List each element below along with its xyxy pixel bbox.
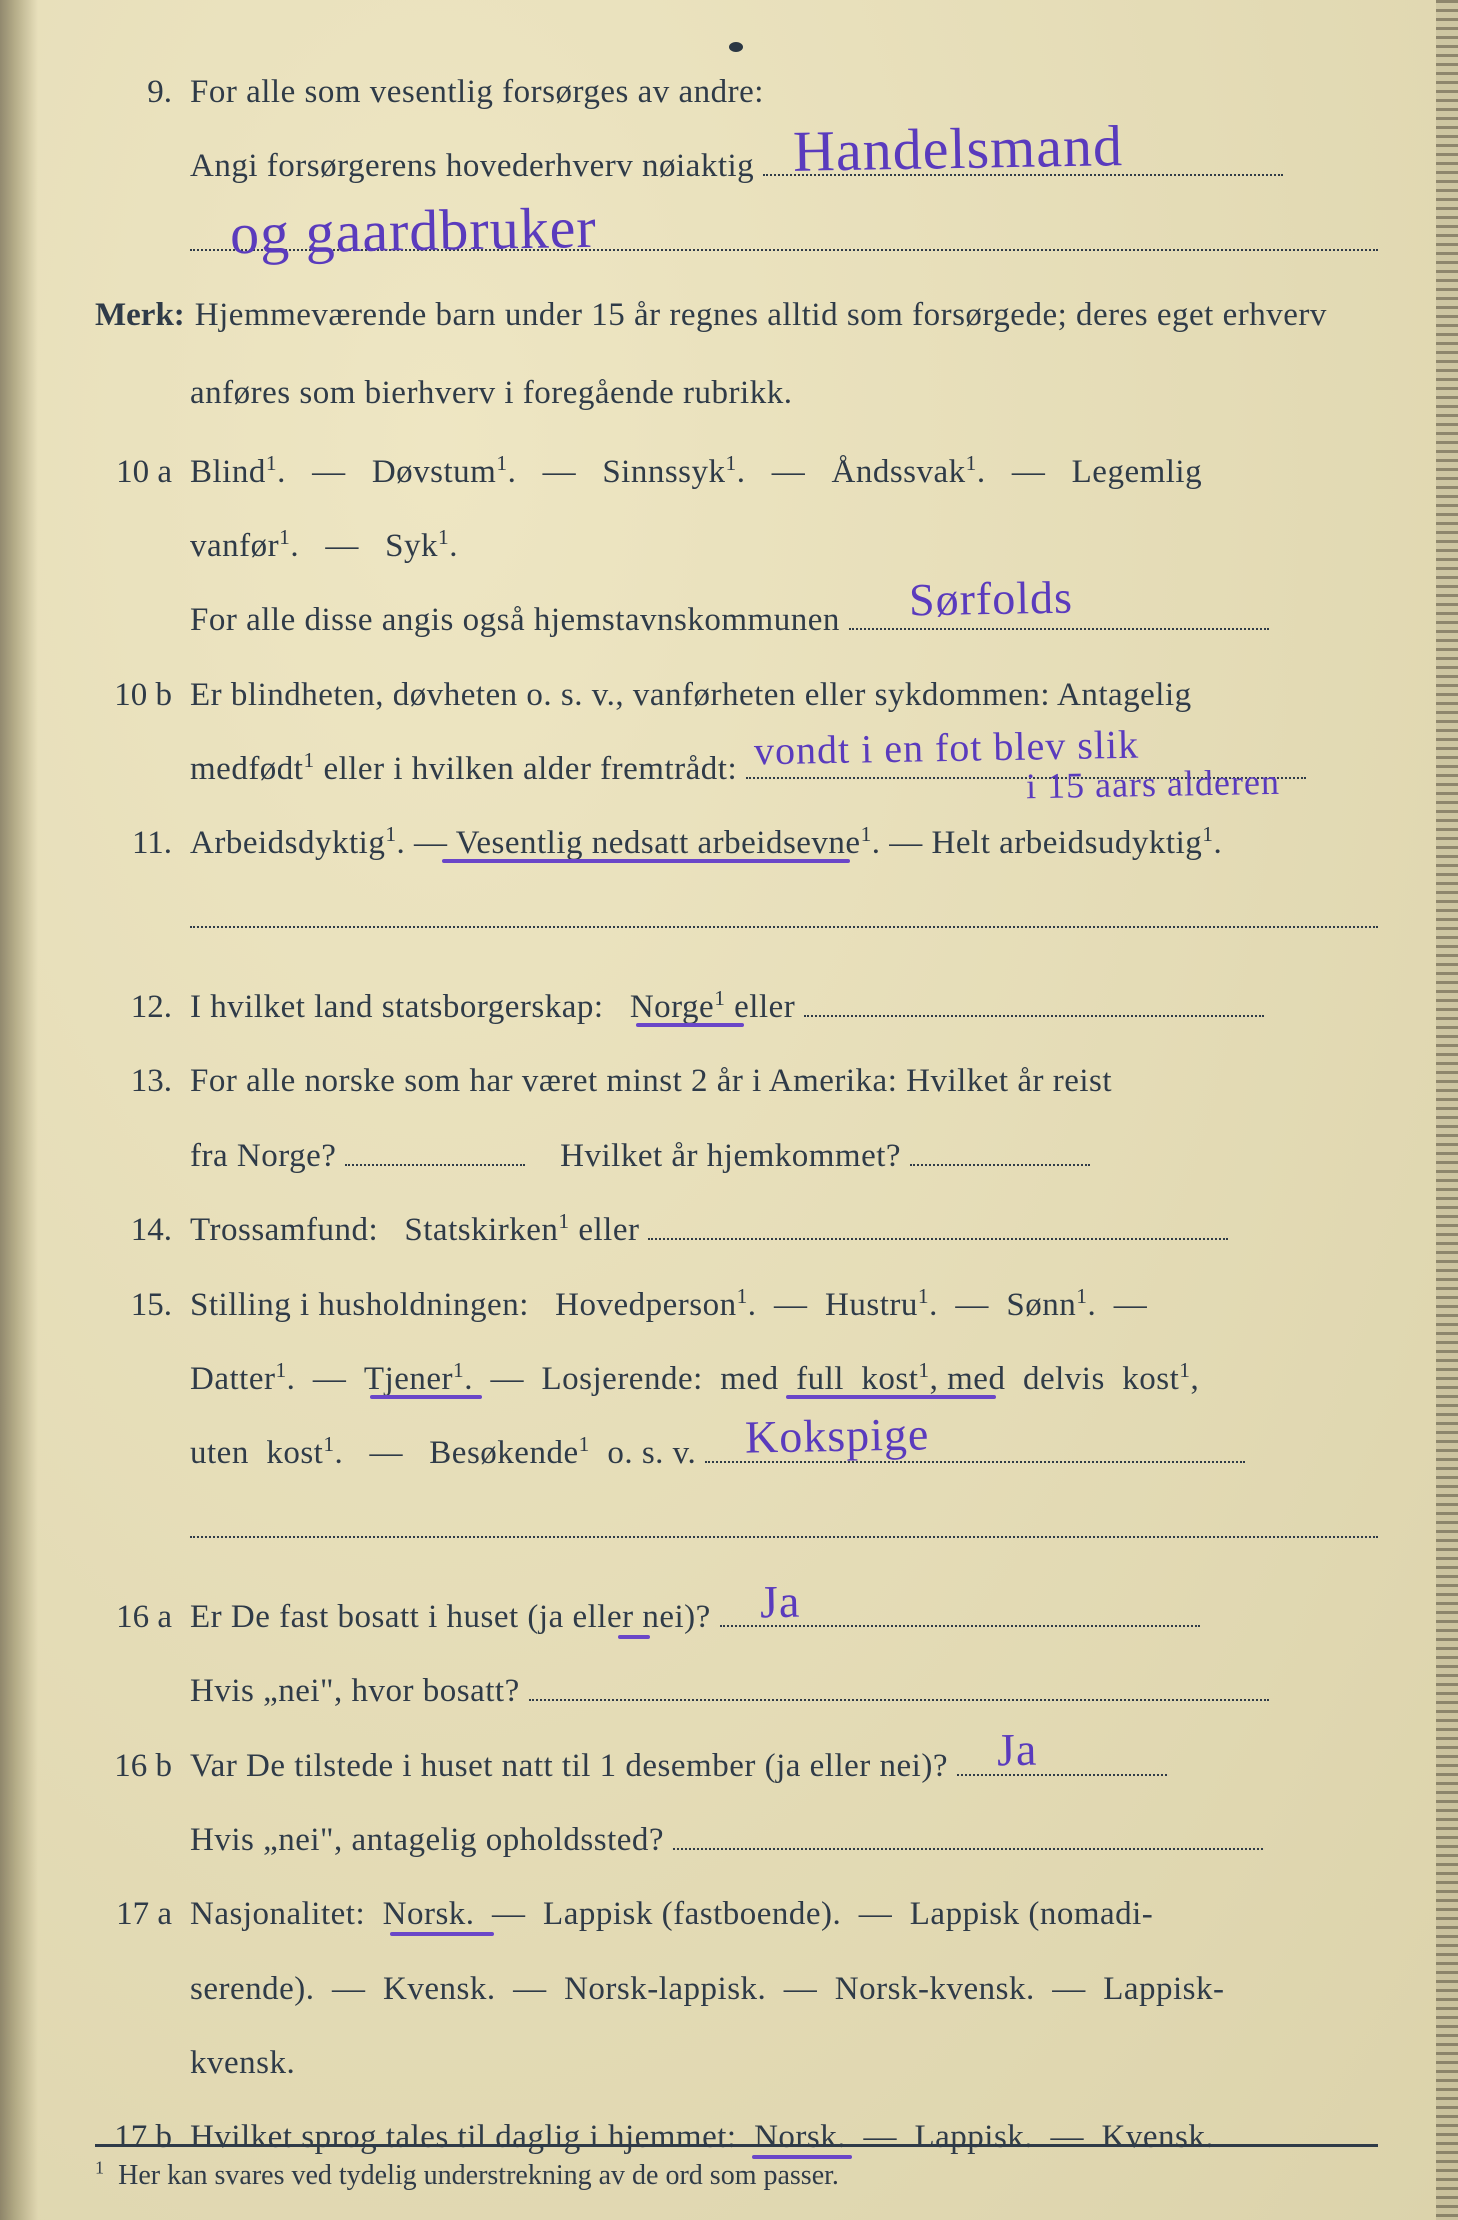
q10a-blank: Sørfolds	[849, 594, 1269, 630]
q9-number: 9.	[95, 74, 190, 111]
q15-number: 15.	[95, 1287, 190, 1324]
underline-tjener	[370, 1395, 482, 1399]
footnote-rule: 1 Her kan svares ved tydelig understrekn…	[95, 2144, 1378, 2191]
q10b-blank: vondt i en fot blev slik i 15 aars alder…	[746, 743, 1306, 779]
q12-blank	[804, 981, 1264, 1017]
q9-row3: og gaardbruker	[95, 209, 1378, 273]
q12-number: 12.	[95, 989, 190, 1026]
q16a-blank2	[529, 1665, 1269, 1701]
q16b-row2: Hvis „nei", antagelig opholdssted?	[95, 1808, 1378, 1872]
q15-row2: Datter1. — Tjener1. — Losjerende: med fu…	[95, 1347, 1378, 1411]
underline-q11	[442, 859, 850, 863]
q11-blankrow	[95, 886, 1378, 950]
underline-norsk17a	[390, 1932, 494, 1936]
q13-text1: For alle norske som har været minst 2 år…	[190, 1049, 1378, 1113]
footnote-text: 1 Her kan svares ved tydelig understrekn…	[95, 2160, 839, 2191]
q9-blank2: og gaardbruker	[190, 214, 1378, 250]
q15-blank: Kokspige	[705, 1427, 1245, 1463]
underline-ja16a	[618, 1635, 650, 1639]
q17a-text1: Nasjonalitet: Norsk. — Lappisk (fastboen…	[190, 1882, 1378, 1946]
q10a-row1: 10 a Blind1. — Døvstum1. — Sinnssyk1. — …	[95, 440, 1378, 504]
q11-number: 11.	[95, 825, 190, 862]
q17a-number: 17 a	[95, 1896, 190, 1933]
q13-blank1	[345, 1130, 525, 1166]
hand-q16a: Ja	[759, 1556, 801, 1646]
q17a-text2: serende). — Kvensk. — Norsk-lappisk. — N…	[190, 1957, 1378, 2021]
binding-shadow	[0, 0, 38, 2220]
q15-row1: 15. Stilling i husholdningen: Hovedperso…	[95, 1273, 1378, 1337]
ink-spot	[729, 42, 743, 52]
hand-q9-1: Handelsmand	[792, 89, 1124, 208]
underline-q12	[636, 1023, 744, 1027]
q13-number: 13.	[95, 1063, 190, 1100]
q10a-pre: For alle disse angis også hjemstavnskomm…	[190, 602, 840, 638]
q14-blank	[648, 1204, 1228, 1240]
hand-q10a: Sørfolds	[908, 553, 1073, 646]
q16a-row2: Hvis „nei", hvor bosatt?	[95, 1659, 1378, 1723]
q14-number: 14.	[95, 1212, 190, 1249]
merk-text2: anføres som bierhverv i foregående rubri…	[190, 361, 1378, 425]
q13-a: fra Norge?	[190, 1138, 336, 1174]
q17a-row1: 17 a Nasjonalitet: Norsk. — Lappisk (fas…	[95, 1882, 1378, 1946]
q15-blankrow	[95, 1496, 1378, 1560]
q10b-row2: medfødt1 eller i hvilken alder fremtrådt…	[95, 737, 1378, 801]
q13-b: Hvilket år hjemkommet?	[560, 1138, 901, 1174]
hand-q10b-2: i 15 aars alderen	[1025, 747, 1280, 822]
q13-blank2	[910, 1130, 1090, 1166]
census-form-page: 9. For alle som vesentlig forsørges av a…	[0, 0, 1458, 2220]
q10b-row1: 10 b Er blindheten, døvheten o. s. v., v…	[95, 663, 1378, 727]
q16b-blank2	[673, 1814, 1263, 1850]
q16a-pre2: Hvis „nei", hvor bosatt?	[190, 1673, 520, 1709]
q9-blank1: Handelsmand	[763, 140, 1283, 176]
q11-row: 11. Arbeidsdyktig1. — Vesentlig nedsatt …	[95, 811, 1378, 875]
merk-row2: anføres som bierhverv i foregående rubri…	[95, 361, 1378, 429]
q14-row: 14. Trossamfund: Statskirken1 eller	[95, 1198, 1378, 1262]
q16b-pre2: Hvis „nei", antagelig opholdssted?	[190, 1822, 664, 1858]
hand-q16b: Ja	[996, 1705, 1038, 1795]
merk-label: Merk:	[95, 297, 195, 334]
q15-row3: uten kost1. — Besøkende1 o. s. v. Kokspi…	[95, 1421, 1378, 1485]
q16a-number: 16 a	[95, 1599, 190, 1636]
q16b-row1: 16 b Var De tilstede i huset natt til 1 …	[95, 1734, 1378, 1798]
q10a-row2: vanfør1. — Syk1.	[95, 514, 1378, 578]
q17a-row2: serende). — Kvensk. — Norsk-lappisk. — N…	[95, 1957, 1378, 2021]
q17a-row3: kvensk.	[95, 2031, 1378, 2095]
q9-text1: For alle som vesentlig forsørges av andr…	[190, 60, 1378, 124]
q15-pre3: uten kost1. — Besøkende1 o. s. v.	[190, 1435, 696, 1471]
q12-pre: I hvilket land statsborgerskap: Norge1 e…	[190, 989, 795, 1025]
q16a-blank: Ja	[720, 1591, 1200, 1627]
hand-q15: Kokspige	[744, 1389, 930, 1482]
q16b-pre: Var De tilstede i huset natt til 1 desem…	[190, 1748, 948, 1784]
q16b-number: 16 b	[95, 1748, 190, 1785]
q13-row2: fra Norge? Hvilket år hjemkommet?	[95, 1124, 1378, 1188]
merk-text1: Hjemmeværende barn under 15 år regnes al…	[195, 283, 1378, 347]
q10a-number: 10 a	[95, 454, 190, 491]
q17a-text3: kvensk.	[190, 2031, 1378, 2095]
torn-edge	[1436, 0, 1458, 2220]
q10a-text1: Blind1. — Døvstum1. — Sinnssyk1. — Åndss…	[190, 440, 1378, 504]
q13-row1: 13. For alle norske som har været minst …	[95, 1049, 1378, 1113]
q16a-pre: Er De fast bosatt i huset (ja eller nei)…	[190, 1599, 711, 1635]
q10b-number: 10 b	[95, 677, 190, 714]
q14-pre: Trossamfund: Statskirken1 eller	[190, 1212, 639, 1248]
q9-row1: 9. For alle som vesentlig forsørges av a…	[95, 60, 1378, 124]
q15-blank2	[190, 1501, 1378, 1537]
q11-blank	[190, 891, 1378, 927]
q10b-pre: medfødt1 eller i hvilken alder fremtrådt…	[190, 751, 737, 787]
q16a-row1: 16 a Er De fast bosatt i huset (ja eller…	[95, 1585, 1378, 1649]
q12-row: 12. I hvilket land statsborgerskap: Norg…	[95, 975, 1378, 1039]
q11-text: Arbeidsdyktig1. — Vesentlig nedsatt arbe…	[190, 811, 1378, 875]
q10a-text2: vanfør1. — Syk1.	[190, 514, 1378, 578]
merk-row: Merk: Hjemmeværende barn under 15 år reg…	[95, 283, 1378, 351]
q15-text1: Stilling i husholdningen: Hovedperson1. …	[190, 1273, 1378, 1337]
q16b-blank: Ja	[957, 1739, 1167, 1775]
hand-q9-2: og gaardbruker	[229, 171, 598, 290]
q10a-row3: For alle disse angis også hjemstavnskomm…	[95, 588, 1378, 652]
